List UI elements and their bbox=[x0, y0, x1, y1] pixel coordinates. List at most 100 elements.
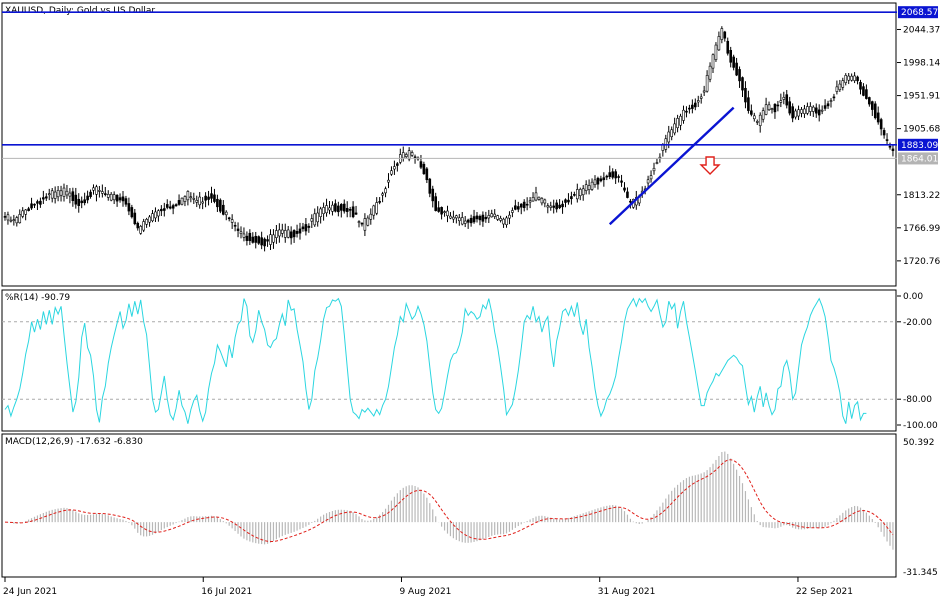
candle bbox=[516, 201, 520, 213]
candle bbox=[785, 89, 789, 109]
candle bbox=[605, 174, 609, 181]
candle bbox=[573, 191, 576, 197]
candle bbox=[555, 199, 558, 213]
williams-r-panel[interactable]: %R(14) -90.79 bbox=[1, 289, 897, 432]
candle bbox=[614, 169, 617, 184]
candle bbox=[278, 223, 281, 243]
candle bbox=[121, 191, 125, 207]
candle bbox=[673, 117, 676, 136]
candle bbox=[95, 184, 98, 202]
candle bbox=[437, 201, 440, 213]
candle bbox=[620, 174, 623, 187]
candle bbox=[387, 173, 390, 189]
candle bbox=[558, 199, 561, 210]
williams-r-tick-label: 0.00 bbox=[903, 292, 923, 302]
candle bbox=[384, 186, 387, 198]
macd-panel[interactable]: MACD(12,26,9) -17.632 -6.830 bbox=[1, 433, 897, 578]
candle bbox=[584, 180, 588, 195]
candle bbox=[390, 166, 393, 176]
svg-text:1883.09: 1883.09 bbox=[901, 141, 938, 151]
candle bbox=[80, 196, 83, 209]
svg-text:2068.57: 2068.57 bbox=[901, 8, 938, 18]
candle bbox=[888, 142, 892, 150]
candle bbox=[457, 214, 461, 226]
candle bbox=[366, 215, 370, 227]
candle bbox=[104, 186, 107, 197]
candle bbox=[552, 199, 556, 214]
candle bbox=[163, 202, 166, 217]
candle bbox=[275, 224, 278, 244]
candle bbox=[525, 197, 529, 211]
candle bbox=[882, 127, 886, 139]
candle bbox=[210, 186, 213, 203]
candle bbox=[747, 90, 750, 114]
candle bbox=[455, 214, 458, 224]
trendline[interactable] bbox=[608, 106, 735, 226]
candle bbox=[844, 73, 848, 86]
candle bbox=[148, 215, 151, 227]
candle bbox=[12, 214, 16, 226]
candle bbox=[770, 107, 774, 114]
candle bbox=[788, 96, 792, 116]
candle bbox=[735, 57, 738, 77]
candle bbox=[27, 206, 30, 212]
candle bbox=[139, 224, 142, 235]
candle bbox=[198, 192, 201, 209]
down-arrow-icon[interactable] bbox=[699, 156, 721, 175]
candle bbox=[528, 197, 532, 209]
candle bbox=[50, 187, 54, 203]
candle bbox=[758, 112, 762, 133]
time-tick-label: 24 Jun 2021 bbox=[3, 587, 57, 597]
candle bbox=[859, 79, 862, 95]
candle bbox=[670, 126, 674, 141]
candle bbox=[292, 229, 296, 243]
candle bbox=[841, 77, 845, 91]
candle bbox=[696, 95, 700, 108]
candle bbox=[596, 176, 600, 190]
candle bbox=[431, 185, 435, 208]
price-tick-label: 2044.37 bbox=[903, 25, 940, 35]
candle bbox=[540, 197, 544, 206]
candle bbox=[39, 197, 42, 208]
candle bbox=[21, 207, 25, 219]
candle bbox=[581, 185, 585, 201]
candle bbox=[738, 66, 741, 88]
candle bbox=[685, 106, 688, 118]
price-axis: 2044.37 1998.14 1951.91 1905.68 1813.22 1766.… bbox=[897, 25, 940, 267]
time-axis: 24 Jun 2021 16 Jul 2021 9 Aug 2021 31 Aug 2… bbox=[3, 577, 853, 597]
candle bbox=[791, 103, 794, 123]
candle bbox=[472, 209, 476, 224]
candle bbox=[77, 193, 81, 213]
price-panel[interactable]: XAUUSD, Daily: Gold vs US Dollar 2068.57… bbox=[1, 2, 938, 287]
candle bbox=[165, 199, 169, 210]
candle bbox=[204, 192, 207, 208]
price-tick-label: 1813.22 bbox=[903, 191, 940, 201]
candle bbox=[171, 203, 175, 215]
candle bbox=[30, 197, 33, 210]
candle bbox=[254, 231, 258, 249]
candle bbox=[272, 229, 275, 249]
candle bbox=[342, 199, 346, 214]
candle bbox=[89, 189, 92, 199]
candle bbox=[847, 72, 851, 85]
candle bbox=[251, 232, 255, 244]
time-tick-label: 9 Aug 2021 bbox=[399, 587, 451, 597]
candle bbox=[682, 105, 685, 124]
candle bbox=[334, 199, 337, 213]
candle bbox=[590, 178, 594, 191]
candle bbox=[257, 235, 261, 245]
candle bbox=[708, 62, 712, 83]
candle bbox=[549, 201, 553, 211]
candle bbox=[773, 103, 777, 119]
price-tick-label: 1720.76 bbox=[903, 257, 940, 267]
candle bbox=[130, 204, 134, 219]
candle bbox=[404, 152, 408, 159]
candle bbox=[428, 177, 432, 198]
candle bbox=[189, 192, 193, 203]
candle bbox=[127, 197, 131, 216]
candle bbox=[652, 162, 656, 175]
candle bbox=[295, 224, 299, 238]
candle bbox=[269, 229, 272, 251]
candle bbox=[599, 175, 603, 183]
